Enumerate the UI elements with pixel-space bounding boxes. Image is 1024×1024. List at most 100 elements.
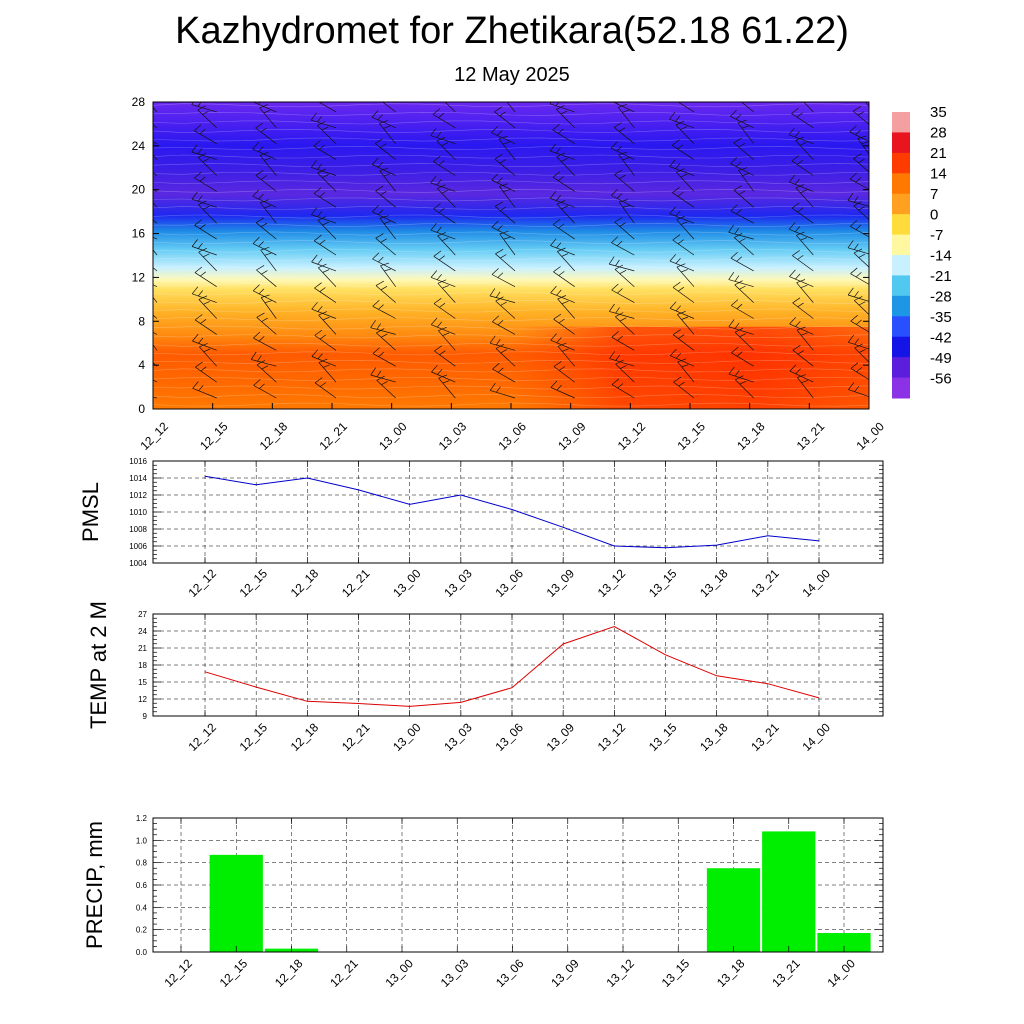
contour-line	[153, 163, 869, 167]
wind-barb	[375, 233, 396, 256]
wind-barb	[618, 103, 635, 129]
contour-line	[153, 377, 869, 381]
wind-barb	[191, 286, 217, 303]
wind-barb	[609, 303, 635, 319]
wind-barb	[857, 135, 869, 155]
pmsl-xtick-label: 13_18	[697, 566, 731, 600]
precip-ytick-label: 0.8	[136, 859, 148, 868]
x-tick-label: 13_00	[376, 419, 410, 453]
wind-barb	[153, 106, 158, 113]
wind-barb	[671, 139, 695, 160]
pmsl-xtick-label: 13_00	[390, 566, 424, 600]
chart-date: 12 May 2025	[454, 64, 570, 86]
pmsl-ytick-label: 1006	[129, 542, 147, 551]
precip-xtick-label: 13_03	[438, 956, 472, 990]
wind-barb	[669, 254, 695, 272]
pmsl-xtick-label: 13_15	[646, 566, 680, 600]
wind-barb	[672, 234, 695, 256]
wind-barb	[669, 206, 695, 224]
precip-xtick-label: 13_15	[659, 956, 693, 990]
wind-barb	[313, 140, 337, 160]
contour-line	[153, 385, 869, 390]
temp-xtick-label: 12_18	[288, 720, 322, 754]
wind-barb	[677, 102, 695, 113]
wind-barb	[314, 282, 337, 303]
precip-xtick-label: 12_21	[327, 956, 361, 990]
pmsl-xtick-label: 13_09	[544, 566, 578, 600]
colorbar-label: -14	[930, 248, 952, 265]
wind-barb	[740, 102, 754, 113]
precip-ytick-label: 0.6	[136, 881, 148, 890]
contour-line	[153, 317, 869, 321]
temp-ytick-label: 15	[138, 678, 147, 687]
wind-barb	[614, 264, 635, 287]
precip-ytick-label: 1.0	[136, 836, 148, 845]
wind-barb	[252, 284, 277, 303]
wind-barb	[313, 234, 337, 256]
wind-barb	[549, 191, 575, 208]
wind-barb	[792, 297, 814, 319]
wind-barb	[728, 366, 754, 383]
temp-series-line	[204, 625, 820, 707]
y-tick-label: 16	[132, 227, 146, 241]
wind-barb	[444, 102, 456, 113]
precip-xtick-label: 12_12	[161, 956, 195, 990]
wind-barb	[432, 108, 456, 129]
wind-barb	[489, 382, 516, 399]
wind-barb	[550, 238, 575, 256]
wind-barb	[433, 298, 456, 319]
wind-barb	[252, 102, 277, 113]
wind-barb	[669, 159, 695, 176]
wind-barb	[494, 154, 516, 176]
wind-barb	[371, 110, 396, 129]
wind-barb	[318, 102, 337, 113]
colorbar-swatch	[892, 234, 910, 256]
colorbar-swatch	[892, 316, 910, 338]
pmsl-xtick-label: 13_21	[748, 566, 782, 600]
wind-barb	[153, 172, 158, 176]
contour-line	[153, 146, 869, 150]
wind-barb	[374, 138, 396, 160]
temp-xtick-label: 13_15	[646, 720, 680, 754]
wind-barb	[382, 102, 396, 113]
contour-line	[153, 351, 869, 356]
wind-barb	[849, 172, 869, 190]
temp-xtick-label: 13_00	[390, 720, 424, 754]
wind-barb	[376, 375, 396, 399]
wind-barb	[728, 319, 754, 335]
wind-barb	[852, 106, 869, 125]
colorbar-label: 21	[930, 145, 947, 162]
wind-barb	[550, 333, 575, 351]
wind-barb	[549, 143, 575, 160]
wind-barb	[789, 364, 814, 383]
colorbar-label: -49	[930, 350, 952, 367]
precip-panel: 0.0 0.2 0.4 0.6 0.8 1.0 1.2 12_12 12_15 12_18 12_2…	[82, 814, 884, 990]
pmsl-series-line	[204, 475, 820, 549]
temp-ytick-label: 12	[138, 695, 147, 704]
wind-barb	[311, 254, 337, 272]
wind-barb	[194, 314, 217, 335]
wind-barb	[853, 153, 869, 173]
wind-barb	[792, 345, 814, 367]
x-tick-label: 12_21	[316, 419, 350, 453]
contour-line	[153, 368, 869, 373]
wind-barb	[672, 329, 695, 351]
heatmap-warm-core	[153, 326, 869, 409]
wind-barb	[376, 328, 396, 351]
contour-line	[153, 360, 869, 364]
pmsl-ytick-label: 1012	[129, 491, 147, 500]
colorbar-swatch	[892, 377, 910, 399]
wind-barb	[194, 171, 217, 192]
wind-barb	[618, 199, 635, 224]
wind-barb	[610, 141, 635, 160]
x-tick-label: 13_09	[555, 419, 589, 453]
wind-barb	[550, 285, 575, 303]
wind-barb	[153, 154, 158, 160]
precip-ytick-label: 1.2	[136, 814, 148, 823]
x-tick-label: 13_15	[674, 419, 708, 453]
temp-xtick-label: 13_12	[595, 720, 629, 754]
x-tick-label: 13_18	[734, 419, 768, 453]
wind-barb	[549, 102, 575, 113]
wind-barb	[788, 127, 814, 145]
wind-barb	[613, 122, 635, 144]
